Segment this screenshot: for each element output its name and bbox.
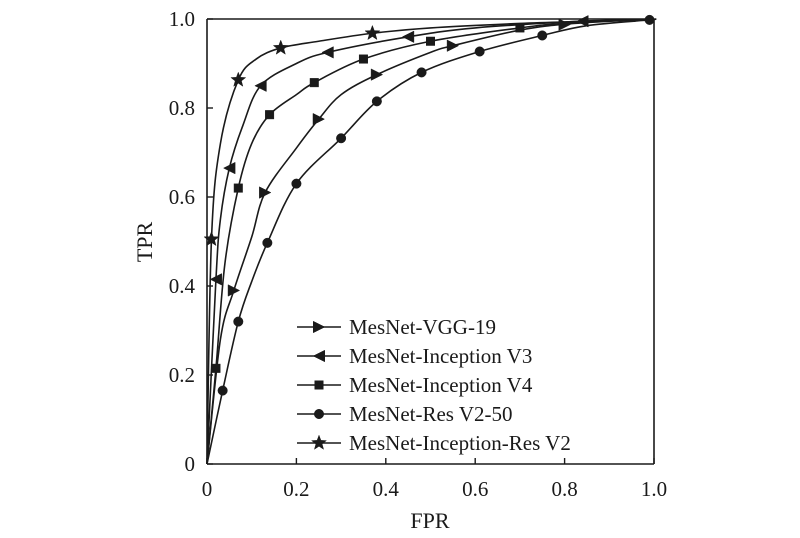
legend-marker <box>313 320 326 334</box>
series-point <box>291 178 302 189</box>
series-point <box>312 112 326 126</box>
y-tick-label: 1.0 <box>169 7 195 31</box>
legend-label: MesNet-Res V2-50 <box>349 402 513 426</box>
y-axis-ticks: 0 0.2 0.4 0.6 0.8 1.0 <box>169 7 213 476</box>
series-point <box>309 78 319 88</box>
series-point <box>233 183 243 193</box>
legend-marker <box>312 349 325 363</box>
series-point <box>370 68 384 81</box>
x-axis-label: FPR <box>410 508 449 533</box>
series-point <box>259 186 272 199</box>
x-axis-ticks: 0 0.2 0.4 0.6 0.8 1.0 <box>202 458 667 501</box>
series-point <box>230 71 247 87</box>
y-tick-label: 0.8 <box>169 96 195 120</box>
series-point <box>321 46 334 59</box>
series-line <box>206 18 655 465</box>
series-point <box>446 39 460 52</box>
series-point <box>401 30 415 43</box>
series-point <box>217 385 228 396</box>
series-point <box>254 79 267 92</box>
series-point <box>223 161 236 175</box>
series-point <box>515 23 525 33</box>
series-point <box>336 133 347 144</box>
legend-item: MesNet-Res V2-50 <box>297 402 513 426</box>
legend-label: MesNet-Inception-Res V2 <box>349 431 571 455</box>
series-point <box>233 316 244 327</box>
plot-frame <box>206 18 655 465</box>
series-point <box>364 24 381 41</box>
x-tick-label: 0 <box>202 477 213 501</box>
series-point <box>227 284 241 297</box>
series-group <box>203 14 657 465</box>
y-tick-label: 0.2 <box>169 363 195 387</box>
series-point <box>209 273 222 286</box>
y-tick-label: 0.6 <box>169 185 195 209</box>
x-tick-label: 0.6 <box>462 477 488 501</box>
series-point <box>537 30 548 41</box>
series-1 <box>206 18 655 465</box>
x-tick-label: 0.2 <box>283 477 309 501</box>
series-point <box>211 363 221 373</box>
series-point <box>203 230 220 247</box>
series-point <box>426 36 435 46</box>
legend-label: MesNet-Inception V3 <box>349 344 532 368</box>
y-axis-label: TPR <box>132 222 157 263</box>
series-point <box>265 110 275 120</box>
legend-item: MesNet-VGG-19 <box>297 315 496 339</box>
series-point <box>474 46 485 57</box>
legend-label: MesNet-Inception V4 <box>349 373 533 397</box>
legend-label: MesNet-VGG-19 <box>349 315 496 339</box>
legend: MesNet-VGG-19 MesNet-Inception V3 MesNet-I… <box>297 315 571 455</box>
series-line <box>206 18 655 465</box>
x-tick-label: 0.4 <box>373 477 400 501</box>
series-point <box>358 54 368 64</box>
series-point <box>416 67 427 78</box>
y-tick-label: 0 <box>185 452 196 476</box>
legend-item: MesNet-Inception V3 <box>297 344 532 368</box>
legend-item: MesNet-Inception V4 <box>297 373 533 397</box>
series-5 <box>203 18 655 465</box>
series-3 <box>206 18 655 465</box>
series-line <box>206 18 655 465</box>
y-tick-label: 0.4 <box>169 274 196 298</box>
series-point <box>371 96 382 107</box>
series-2 <box>206 15 655 465</box>
series-4 <box>206 14 657 465</box>
x-tick-label: 0.8 <box>551 477 577 501</box>
legend-marker <box>314 409 324 419</box>
series-point <box>272 39 289 55</box>
series-point <box>262 237 273 248</box>
series-line <box>206 18 655 465</box>
x-tick-label: 1.0 <box>641 477 667 501</box>
legend-item: MesNet-Inception-Res V2 <box>297 431 571 455</box>
legend-marker <box>310 434 328 450</box>
legend-marker <box>314 380 324 390</box>
series-line <box>206 18 657 465</box>
